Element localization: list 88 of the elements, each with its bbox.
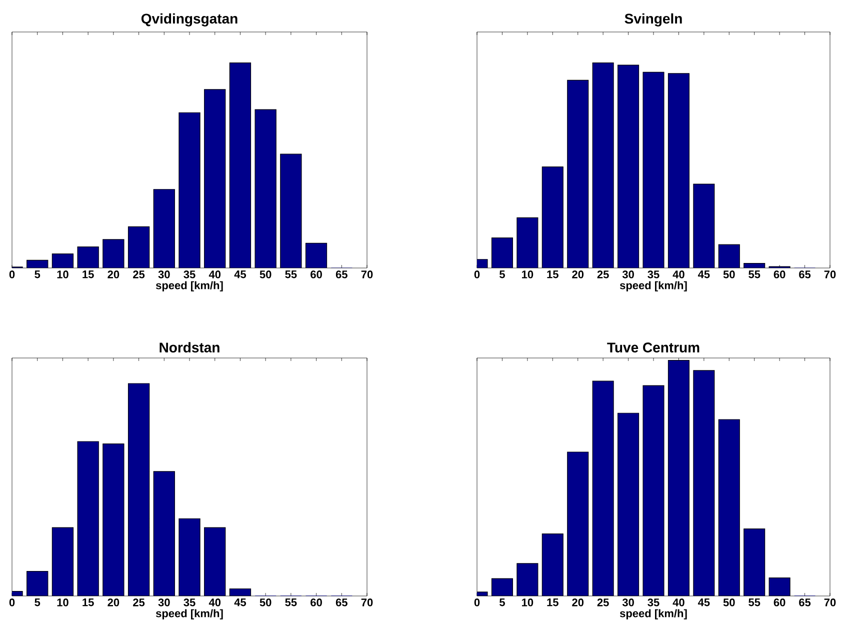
x-tick-label: 40 [208,270,221,278]
bar [154,471,175,596]
x-tick-label: 40 [208,598,221,606]
x-tick-label: 30 [158,598,170,606]
x-tick-label: 20 [572,598,584,606]
bar [668,360,690,596]
chart-title: Qvidingsgatan [141,13,238,26]
bar [718,419,740,596]
bar [618,413,639,596]
x-tick-label: 70 [361,270,373,278]
x-tick-label: 50 [723,598,735,606]
x-tick-label: 30 [622,598,634,606]
x-tick-label: 5 [34,598,40,606]
x-tick-label: 50 [260,270,272,278]
x-tick-label: 45 [698,598,710,606]
chart-title: Nordstan [160,342,220,352]
x-tick-label: 55 [285,270,297,278]
x-tick-label: 40 [672,598,684,606]
x-tick-label: 35 [648,598,660,606]
bar [516,563,538,596]
x-tick-label: 50 [723,270,735,278]
x-tick-label: 5 [34,270,40,278]
x-tick-label: 0 [9,270,15,278]
bar [592,381,614,596]
bar [768,578,790,596]
x-axis-title: speed [km/h] [620,609,687,620]
bar [744,528,765,596]
x-tick-label: 45 [234,270,246,278]
bar [52,528,74,596]
x-tick-label: 25 [133,270,145,278]
x-tick-label: 35 [648,270,660,278]
x-tick-label: 55 [748,270,760,278]
x-tick-label: 0 [474,270,480,278]
x-axis-title: speed [km/h] [620,281,687,292]
x-tick-label: 15 [82,598,94,606]
x-tick-label: 10 [57,270,68,278]
x-tick-label: 65 [799,270,811,278]
x-tick-label: 20 [108,270,120,278]
x-tick-label: 30 [158,270,170,278]
x-tick-label: 5 [500,598,505,606]
x-tick-label: 10 [522,598,534,606]
x-tick-label: 30 [622,270,634,278]
x-tick-label: 70 [361,598,373,606]
x-tick-label: 0 [9,598,15,606]
bar [567,452,588,596]
x-tick-label: 70 [824,598,836,606]
bar [204,528,226,596]
x-tick-label: 65 [336,270,348,278]
bar [78,442,99,596]
x-tick-label: 55 [285,598,297,606]
x-axis-title: speed [km/h] [156,281,223,292]
x-tick-label: 20 [572,270,584,278]
x-tick-label: 25 [597,598,609,606]
x-tick-label: 35 [184,270,196,278]
x-tick-label: 25 [133,598,145,606]
x-axis-title: speed [km/h] [156,609,223,620]
x-tick-label: 65 [799,598,811,606]
chart-title: Svingeln [624,13,682,26]
x-tick-label: 65 [336,598,348,606]
x-tick-label: 0 [474,598,480,606]
bar [492,578,513,596]
x-tick-label: 50 [260,598,272,606]
x-tick-label: 15 [82,270,94,278]
x-tick-label: 15 [547,270,558,278]
x-tick-label: 60 [310,598,322,606]
bar [542,534,564,596]
bar [693,370,714,596]
x-tick-label: 70 [824,270,836,278]
bar [643,386,664,596]
chart-title: Tuve Centrum [607,342,700,352]
x-tick-label: 10 [522,270,534,278]
x-tick-label: 25 [597,270,609,278]
x-tick-label: 60 [310,270,322,278]
x-tick-label: 45 [234,598,246,606]
x-tick-label: 10 [57,598,68,606]
x-tick-label: 15 [547,598,558,606]
x-tick-label: 40 [672,270,684,278]
x-tick-label: 60 [774,598,786,606]
x-tick-label: 60 [774,270,786,278]
x-tick-label: 35 [184,598,196,606]
bar [102,444,124,596]
x-tick-label: 20 [108,598,120,606]
x-tick-label: 45 [698,270,710,278]
bar [26,571,48,596]
bar [128,383,150,596]
bar [178,518,200,596]
x-tick-label: 55 [748,598,760,606]
x-tick-label: 5 [500,270,505,278]
